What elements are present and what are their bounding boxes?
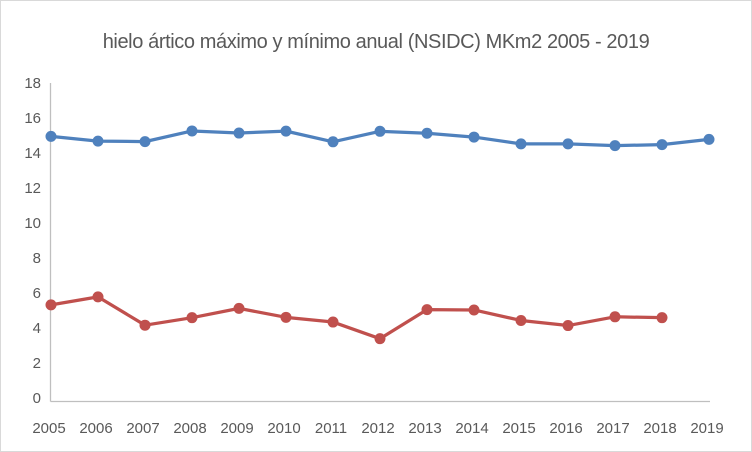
x-tick-label: 2013 (408, 420, 441, 437)
x-tick-label: 2006 (79, 420, 112, 437)
data-point-maximo-2005 (45, 130, 57, 142)
data-point-minimo-2007 (139, 319, 151, 331)
data-point-maximo-2007 (139, 136, 151, 148)
x-tick-label: 2011 (315, 420, 347, 437)
data-point-minimo-2006 (92, 291, 104, 303)
data-point-minimo-2016 (562, 320, 574, 332)
data-point-maximo-2006 (92, 135, 104, 147)
data-point-minimo-2017 (609, 311, 621, 323)
data-point-maximo-2008 (186, 125, 198, 137)
y-tick-label: 0 (33, 390, 41, 407)
data-point-maximo-2013 (421, 127, 433, 139)
data-point-maximo-2009 (233, 127, 245, 139)
data-point-maximo-2014 (468, 131, 480, 143)
data-point-minimo-2014 (468, 304, 480, 316)
x-tick-label: 2008 (173, 420, 206, 437)
x-tick-label: 2014 (455, 420, 488, 437)
x-tick-label: 2019 (690, 420, 723, 437)
x-tick-label: 2005 (32, 420, 65, 437)
data-point-minimo-2012 (374, 333, 386, 345)
y-tick-label: 16 (24, 110, 41, 127)
data-point-minimo-2013 (421, 304, 433, 316)
data-point-minimo-2015 (515, 314, 527, 326)
data-point-maximo-2016 (562, 138, 574, 150)
data-point-minimo-2011 (327, 316, 339, 328)
y-tick-label: 10 (24, 215, 41, 232)
x-tick-label: 2010 (267, 420, 300, 437)
x-tick-label: 2009 (220, 420, 253, 437)
x-tick-label: 2017 (596, 420, 629, 437)
x-tick-label: 2012 (361, 420, 394, 437)
data-point-maximo-2015 (515, 138, 527, 150)
series-line-minimo (49, 295, 664, 341)
data-point-minimo-2005 (45, 299, 57, 311)
x-tick-label: 2015 (502, 420, 535, 437)
x-tick-label: 2007 (126, 420, 159, 437)
y-tick-label: 18 (24, 75, 41, 92)
y-tick-label: 4 (33, 320, 41, 337)
data-point-maximo-2019 (703, 133, 715, 145)
data-point-minimo-2010 (280, 311, 292, 323)
y-tick-label: 12 (24, 180, 41, 197)
x-tick-label: 2016 (549, 420, 582, 437)
data-point-maximo-2018 (656, 139, 668, 151)
chart-title: hielo ártico máximo y mínimo anual (NSID… (102, 31, 650, 53)
y-tick-label: 2 (33, 355, 41, 372)
data-point-minimo-2018 (656, 312, 668, 324)
data-point-maximo-2017 (609, 140, 621, 152)
y-tick-label: 6 (33, 285, 41, 302)
data-point-maximo-2011 (327, 136, 339, 148)
data-point-minimo-2009 (233, 302, 245, 314)
data-point-maximo-2012 (374, 125, 386, 137)
y-tick-label: 8 (33, 250, 41, 267)
data-point-maximo-2010 (280, 125, 292, 137)
x-tick-label: 2018 (643, 420, 676, 437)
y-tick-label: 14 (24, 145, 41, 162)
data-point-minimo-2008 (186, 312, 198, 324)
